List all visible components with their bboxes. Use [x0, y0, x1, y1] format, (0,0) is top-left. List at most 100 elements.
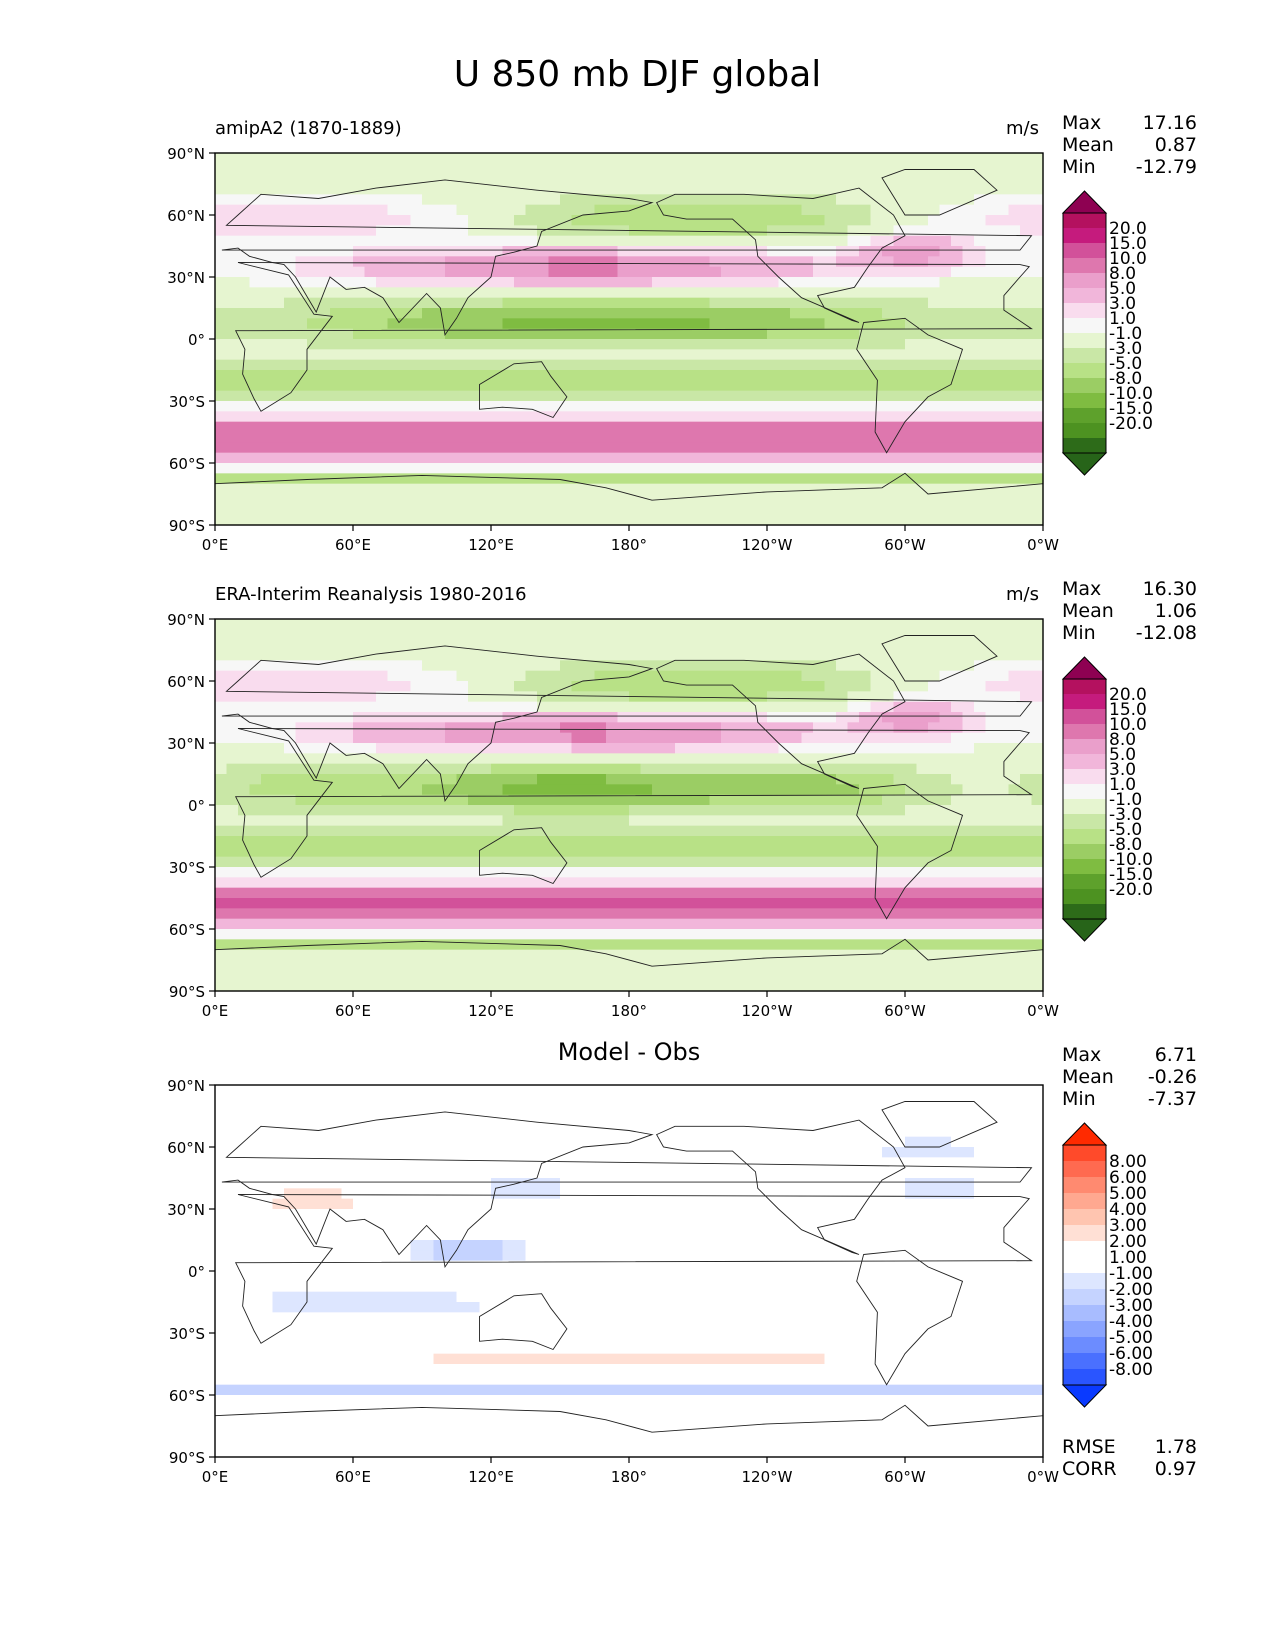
- field-cell: [652, 670, 665, 682]
- field-cell: [387, 318, 400, 330]
- field-cell: [571, 763, 584, 775]
- field-cell: [525, 432, 538, 443]
- field-cell: [882, 825, 895, 837]
- field-cell: [433, 980, 446, 992]
- field-cell: [801, 846, 814, 858]
- field-cell: [295, 856, 308, 868]
- field-cell: [640, 629, 653, 641]
- field-cell: [698, 867, 711, 878]
- field-cell: [445, 246, 458, 257]
- field-cell: [905, 753, 918, 765]
- field-cell: [606, 918, 619, 930]
- field-cell: [353, 929, 366, 940]
- field-cell: [928, 504, 941, 516]
- field-cell: [422, 297, 435, 309]
- field-cell: [249, 629, 262, 641]
- field-cell: [778, 825, 791, 837]
- field-cell: [410, 753, 423, 765]
- field-cell: [675, 153, 688, 164]
- field-cell: [744, 277, 757, 288]
- field-cell: [468, 867, 481, 878]
- field-cell: [824, 743, 837, 754]
- field-cell: [617, 287, 630, 299]
- field-cell: [905, 432, 918, 443]
- field-cell: [767, 432, 780, 443]
- field-cell: [1020, 390, 1033, 402]
- field-cell: [709, 163, 722, 175]
- field-cell: [318, 432, 331, 443]
- field-cell: [491, 660, 504, 672]
- field-cell: [675, 277, 688, 288]
- field-cell: [824, 194, 837, 206]
- field-cell: [422, 463, 435, 474]
- field-cell: [272, 483, 285, 495]
- field-cell: [974, 235, 987, 247]
- field-cell: [617, 483, 630, 495]
- field-cell: [870, 153, 883, 164]
- field-cell: [916, 235, 929, 247]
- field-cell: [755, 370, 768, 381]
- field-cell: [985, 328, 998, 340]
- field-cell: [307, 256, 320, 268]
- field-cell: [663, 215, 676, 226]
- field-cell: [548, 463, 561, 474]
- field-cell: [560, 504, 573, 516]
- field-cell: [445, 235, 458, 247]
- field-cell: [410, 256, 423, 268]
- field-cell: [916, 204, 929, 216]
- field-cell: [859, 887, 872, 899]
- field-cell: [813, 163, 826, 175]
- field-cell: [882, 287, 895, 299]
- field-cell: [836, 650, 849, 661]
- field-cell: [560, 349, 573, 361]
- field-cell: [928, 432, 941, 443]
- field-cell: [215, 411, 228, 423]
- field-cell: [801, 225, 814, 237]
- field-cell: [284, 473, 297, 485]
- field-cell: [479, 411, 492, 423]
- field-cell: [215, 949, 228, 961]
- field-cell: [1008, 452, 1021, 464]
- field-cell: [905, 308, 918, 319]
- field-cell: [548, 867, 561, 878]
- field-cell: [974, 421, 987, 433]
- field-cell: [721, 743, 734, 754]
- field-cell: [376, 681, 389, 692]
- field-cell: [790, 380, 803, 392]
- field-cell: [709, 908, 722, 920]
- field-cell: [594, 432, 607, 443]
- field-cell: [801, 980, 814, 992]
- field-cell: [571, 805, 584, 816]
- field-cell: [479, 514, 492, 526]
- field-cell: [721, 359, 734, 371]
- field-cell: [801, 784, 814, 796]
- field-cell: [951, 514, 964, 526]
- field-cell: [790, 918, 803, 930]
- field-cell: [491, 442, 504, 454]
- field-cell: [732, 308, 745, 319]
- field-cell: [1008, 277, 1021, 288]
- field-cell: [606, 670, 619, 682]
- field-cell: [272, 297, 285, 309]
- field-cell: [560, 494, 573, 505]
- field-cell: [698, 753, 711, 765]
- field-cell: [468, 970, 481, 982]
- field-cell: [560, 722, 573, 734]
- field-cell: [721, 308, 734, 319]
- field-cell: [974, 390, 987, 402]
- field-cell: [560, 650, 573, 661]
- field-cell: [790, 225, 803, 237]
- field-cell: [261, 308, 274, 319]
- field-cell: [364, 629, 377, 641]
- field-cell: [1020, 266, 1033, 278]
- field-cell: [238, 463, 251, 474]
- field-cell: [376, 173, 389, 185]
- field-cell: [376, 328, 389, 340]
- field-cell: [813, 514, 826, 526]
- field-cell: [686, 639, 699, 651]
- field-cell: [215, 701, 228, 713]
- field-cell: [709, 421, 722, 433]
- field-cell: [560, 670, 573, 682]
- field-cell: [479, 173, 492, 185]
- field-cell: [445, 670, 458, 682]
